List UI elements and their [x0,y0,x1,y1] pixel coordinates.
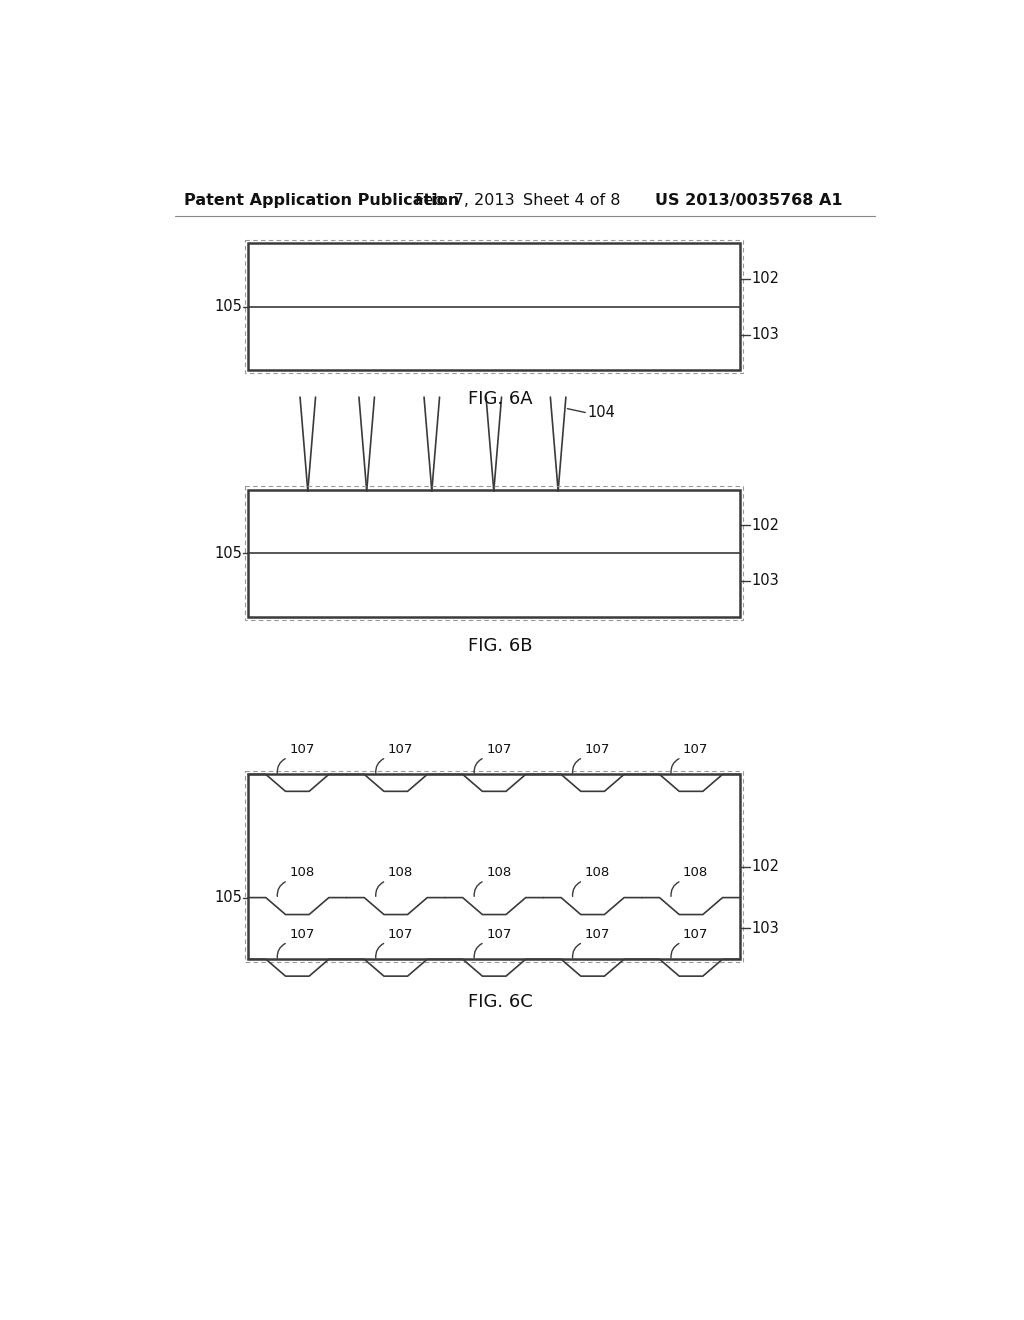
Text: 102: 102 [752,517,780,532]
Bar [248,775,740,960]
Text: 105: 105 [214,545,242,561]
Text: 103: 103 [752,327,779,342]
Text: 104: 104 [588,405,615,420]
Text: 108: 108 [585,866,610,879]
Text: 107: 107 [585,928,610,941]
Text: 102: 102 [752,859,780,874]
Text: 107: 107 [486,928,512,941]
Text: 108: 108 [388,866,413,879]
Text: 107: 107 [289,928,314,941]
Text: 107: 107 [388,743,413,756]
Text: Sheet 4 of 8: Sheet 4 of 8 [523,193,621,209]
Text: US 2013/0035768 A1: US 2013/0035768 A1 [655,193,843,209]
Text: 105: 105 [214,890,242,906]
Text: 107: 107 [585,743,610,756]
Text: 107: 107 [486,743,512,756]
Bar [245,771,743,962]
Bar [245,240,743,374]
Text: 107: 107 [289,743,314,756]
Text: FIG. 6C: FIG. 6C [468,993,532,1011]
Text: 108: 108 [683,866,709,879]
Text: 107: 107 [683,743,709,756]
Text: FIG. 6B: FIG. 6B [468,636,532,655]
Text: 108: 108 [486,866,511,879]
Bar [248,243,740,370]
Text: Patent Application Publication: Patent Application Publication [183,193,459,209]
Text: FIG. 6A: FIG. 6A [468,391,532,408]
Text: 102: 102 [752,271,780,286]
Bar [248,490,740,616]
Text: Feb. 7, 2013: Feb. 7, 2013 [415,193,514,209]
Text: 105: 105 [214,300,242,314]
Text: 103: 103 [752,921,779,936]
Text: 108: 108 [289,866,314,879]
Text: 107: 107 [388,928,413,941]
Text: 107: 107 [683,928,709,941]
Text: 103: 103 [752,573,779,589]
Bar [245,487,743,619]
